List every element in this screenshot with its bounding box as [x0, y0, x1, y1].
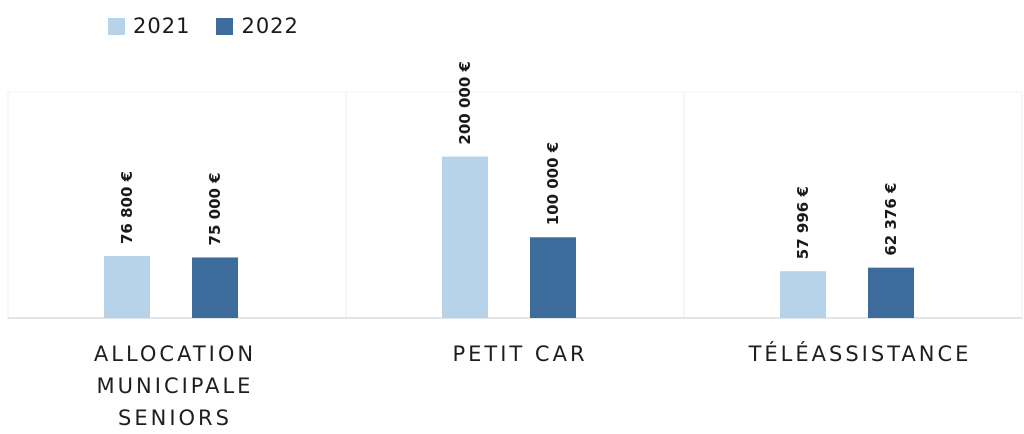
- chart-legend: 2021 2022: [108, 14, 299, 38]
- value-label-2021-2: 57 996 €: [794, 186, 812, 259]
- bar-2021-0: [104, 256, 150, 318]
- value-label-2021-1: 200 000 €: [456, 61, 474, 145]
- legend-swatch-2021: [108, 17, 125, 35]
- plot-frame: [7, 91, 1023, 319]
- value-label-2022-2: 62 376 €: [882, 183, 900, 256]
- value-label-2021-0: 76 800 €: [118, 171, 136, 244]
- category-label-teleassistance: TÉLÉASSISTANCE: [748, 342, 972, 366]
- legend-label-2021: 2021: [133, 14, 191, 38]
- bar-2021-2: [780, 271, 826, 318]
- bar-2022-0: [192, 257, 238, 318]
- value-label-2022-0: 75 000 €: [206, 172, 224, 245]
- bar-2022-2: [868, 267, 914, 318]
- bar-2021-1: [442, 156, 488, 318]
- category-label-petit-car: PETIT CAR: [452, 342, 588, 366]
- legend-label-2022: 2022: [241, 14, 299, 38]
- value-labels-group: 76 800 € 75 000 € 200 000 € 100 000 € 57 996…: [118, 61, 900, 259]
- legend-swatch-2022: [216, 17, 234, 35]
- bar-2022-1: [530, 237, 576, 318]
- value-label-2022-1: 100 000 €: [544, 142, 562, 226]
- bars-group: [104, 156, 914, 318]
- category-label-allocation: ALLOCATION MUNICIPALE SENIORS: [93, 342, 257, 430]
- bar-chart: 76 800 € 75 000 € 200 000 € 100 000 € 57 996…: [7, 61, 1023, 319]
- legend-item-2022: 2022: [216, 14, 298, 38]
- legend-item-2021: 2021: [108, 14, 190, 38]
